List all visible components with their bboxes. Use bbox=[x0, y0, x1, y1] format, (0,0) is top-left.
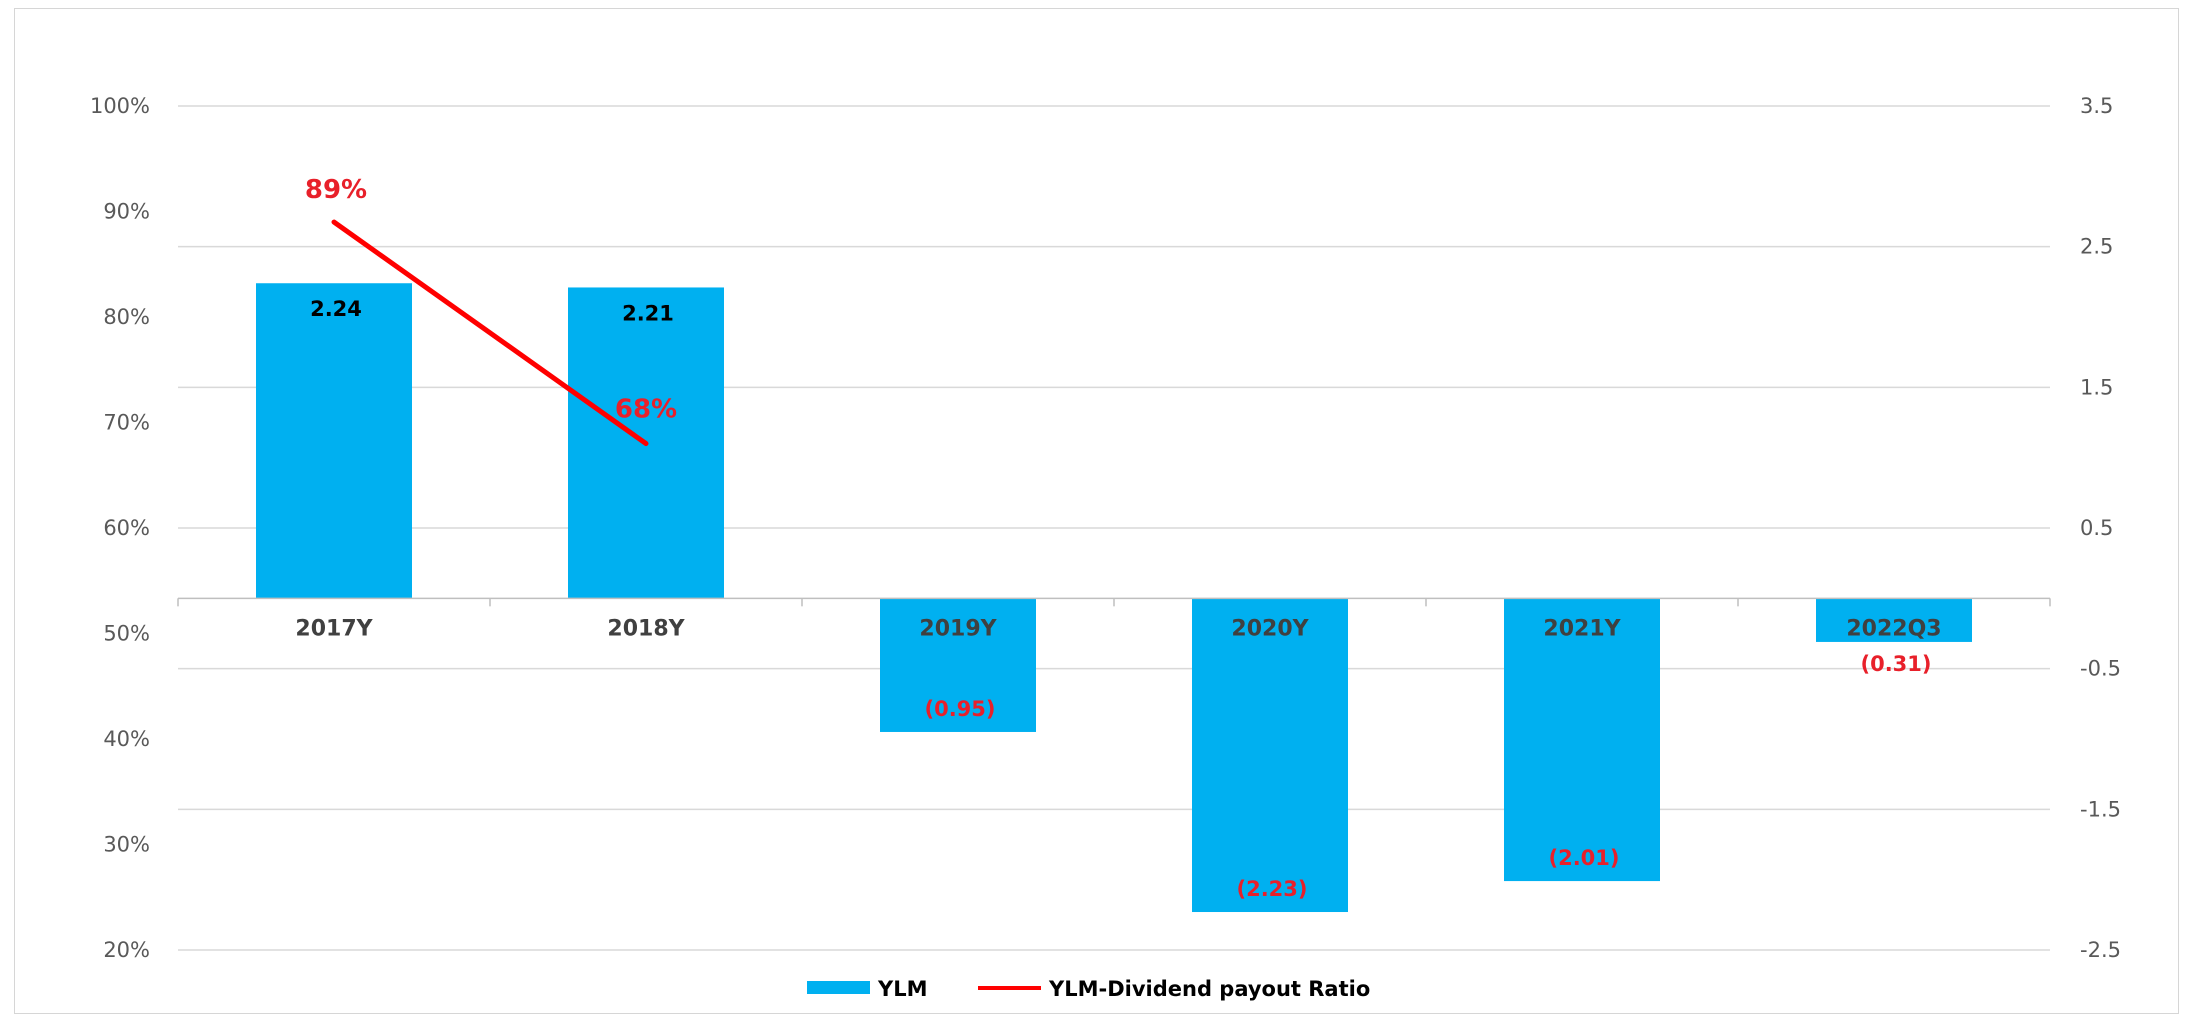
bar-data-label: (2.23) bbox=[1236, 877, 1307, 901]
bar-data-label: (2.01) bbox=[1548, 846, 1619, 870]
right-tick-label: -1.5 bbox=[2080, 797, 2121, 821]
category-label: 2019Y bbox=[919, 616, 997, 641]
line-data-label: 68% bbox=[615, 395, 677, 425]
left-tick-label: 40% bbox=[103, 727, 150, 751]
data-labels: 2.24 2.21 (0.95) (2.23) (2.01) (0.31) 89% 68% bbox=[305, 175, 1932, 901]
legend-label-payout: YLM-Dividend payout Ratio bbox=[1048, 977, 1370, 1001]
left-tick-label: 20% bbox=[103, 938, 150, 962]
bar-data-label: (0.31) bbox=[1860, 652, 1931, 676]
bar bbox=[1504, 598, 1660, 882]
gridlines bbox=[178, 105, 2050, 951]
right-axis: 3.5 2.5 1.5 0.5 -0.5 -1.5 -2.5 bbox=[2080, 94, 2121, 962]
bar-data-label: 2.21 bbox=[622, 301, 674, 325]
chart-frame bbox=[14, 8, 2179, 1014]
bar bbox=[880, 598, 1036, 732]
category-axis: 2017Y 2018Y 2019Y 2020Y 2021Y 2022Q3 bbox=[177, 597, 2051, 641]
payout-ratio-line bbox=[331, 219, 649, 447]
right-tick-label: 0.5 bbox=[2080, 516, 2113, 540]
bar bbox=[1816, 598, 1972, 642]
bar bbox=[256, 283, 412, 599]
legend: YLM YLM-Dividend payout Ratio bbox=[807, 977, 1370, 1001]
category-label: 2021Y bbox=[1543, 616, 1621, 641]
right-tick-label: 2.5 bbox=[2080, 235, 2113, 259]
left-tick-label: 60% bbox=[103, 516, 150, 540]
legend-swatch-ylm bbox=[807, 981, 870, 994]
category-label: 2020Y bbox=[1231, 616, 1309, 641]
bar-data-label: 2.24 bbox=[310, 297, 362, 321]
left-axis: 100% 90% 80% 70% 60% 50% 40% 30% 20% bbox=[90, 94, 150, 962]
right-tick-label: -2.5 bbox=[2080, 938, 2121, 962]
category-label: 2018Y bbox=[607, 616, 685, 641]
left-tick-label: 30% bbox=[103, 833, 150, 857]
bar bbox=[1192, 598, 1348, 913]
right-tick-label: 1.5 bbox=[2080, 375, 2113, 399]
category-label: 2022Q3 bbox=[1846, 616, 1941, 641]
bar-data-label: (0.95) bbox=[924, 697, 995, 721]
line-series bbox=[331, 219, 649, 447]
left-tick-label: 50% bbox=[103, 622, 150, 646]
line-data-label: 89% bbox=[305, 175, 367, 205]
right-tick-label: 3.5 bbox=[2080, 94, 2113, 118]
category-label: 2017Y bbox=[295, 616, 373, 641]
legend-label-ylm: YLM bbox=[877, 977, 928, 1001]
left-tick-label: 80% bbox=[103, 305, 150, 329]
left-tick-label: 70% bbox=[103, 411, 150, 435]
left-tick-label: 90% bbox=[103, 200, 150, 224]
left-tick-label: 100% bbox=[90, 94, 150, 118]
right-tick-label: -0.5 bbox=[2080, 657, 2121, 681]
